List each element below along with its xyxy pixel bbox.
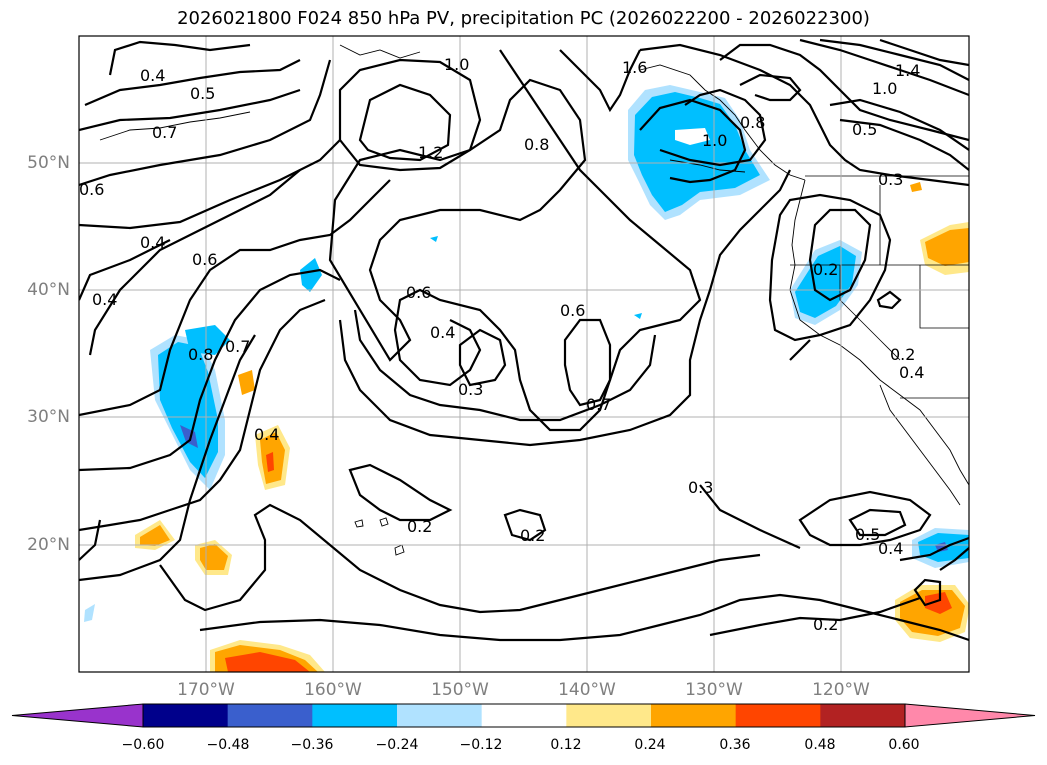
lon-label-130w: 130°W — [685, 680, 743, 700]
lat-label-30n: 30°N — [27, 407, 70, 427]
contour-label: 0.6 — [406, 283, 431, 302]
chart-title: 2026021800 F024 850 hPa PV, precipitatio… — [177, 8, 870, 29]
contour-label: 0.3 — [458, 380, 483, 399]
contour-label: 1.0 — [872, 79, 897, 98]
contour-label: 1.6 — [622, 58, 647, 77]
colorbar-tick: −0.48 — [206, 737, 250, 753]
contour-label: 0.8 — [188, 345, 213, 364]
contour-label: 0.4 — [140, 66, 165, 85]
contour-label: 0.4 — [899, 363, 924, 382]
colorbar-tick: 0.48 — [804, 737, 836, 753]
contour-label: 0.3 — [878, 170, 903, 189]
contour-label: 0.8 — [524, 135, 549, 154]
colorbar-tick: 0.24 — [634, 737, 666, 753]
contour-label: 0.6 — [192, 250, 217, 269]
contour-label: 0.2 — [407, 517, 432, 536]
coastlines — [99, 44, 969, 556]
contour-label: 0.6 — [79, 180, 104, 199]
lat-label-50n: 50°N — [27, 153, 70, 173]
contour-label: 1.0 — [444, 55, 469, 74]
colorbar-tick: −0.60 — [121, 737, 165, 753]
contour-label: 1.2 — [418, 143, 443, 162]
contour-label: 0.7 — [225, 337, 250, 356]
contour-label: 0.7 — [152, 123, 177, 142]
contour-label: 0.4 — [92, 290, 117, 309]
graticule — [79, 36, 969, 672]
contour-label: 0.2 — [520, 526, 545, 545]
contour-labels: 0.4 0.5 0.7 0.6 0.4 0.6 0.4 0.8 0.7 1.0 … — [79, 55, 924, 634]
lat-label-20n: 20°N — [27, 535, 70, 555]
colorbar-tick: −0.24 — [375, 737, 419, 753]
contour-label: 0.6 — [560, 301, 585, 320]
contour-label: 0.8 — [740, 113, 765, 132]
contour-label: 0.5 — [855, 525, 880, 544]
lon-label-170w: 170°W — [177, 680, 235, 700]
lon-label-150w: 150°W — [431, 680, 489, 700]
lon-label-160w: 160°W — [304, 680, 362, 700]
contour-label: 0.4 — [430, 323, 455, 342]
political-borders — [790, 175, 969, 399]
lon-label-120w: 120°W — [812, 680, 870, 700]
contour-label: 1.0 — [702, 131, 727, 150]
contour-label: 0.2 — [813, 260, 838, 279]
contour-label: 0.3 — [688, 478, 713, 497]
colorbar-tick: 0.60 — [888, 737, 920, 753]
contour-label: 0.5 — [190, 84, 215, 103]
contour-label: 0.2 — [890, 345, 915, 364]
pv-contours — [79, 38, 969, 642]
contour-label: 0.4 — [878, 539, 903, 558]
colorbar-tick: −0.12 — [459, 737, 503, 753]
contour-label: 0.4 — [140, 233, 165, 252]
contour-label: 1.4 — [895, 61, 920, 80]
contour-label: 0.5 — [852, 120, 877, 139]
lon-label-140w: 140°W — [558, 680, 616, 700]
colorbar-tick: 0.12 — [550, 737, 582, 753]
colorbar-tick: −0.36 — [290, 737, 334, 753]
contour-label: 0.7 — [586, 395, 611, 414]
map-frame — [78, 35, 970, 673]
colorbar-tick: 0.36 — [719, 737, 751, 753]
lat-label-40n: 40°N — [27, 280, 70, 300]
contour-label: 0.4 — [254, 425, 279, 444]
contour-label: 0.2 — [813, 615, 838, 634]
